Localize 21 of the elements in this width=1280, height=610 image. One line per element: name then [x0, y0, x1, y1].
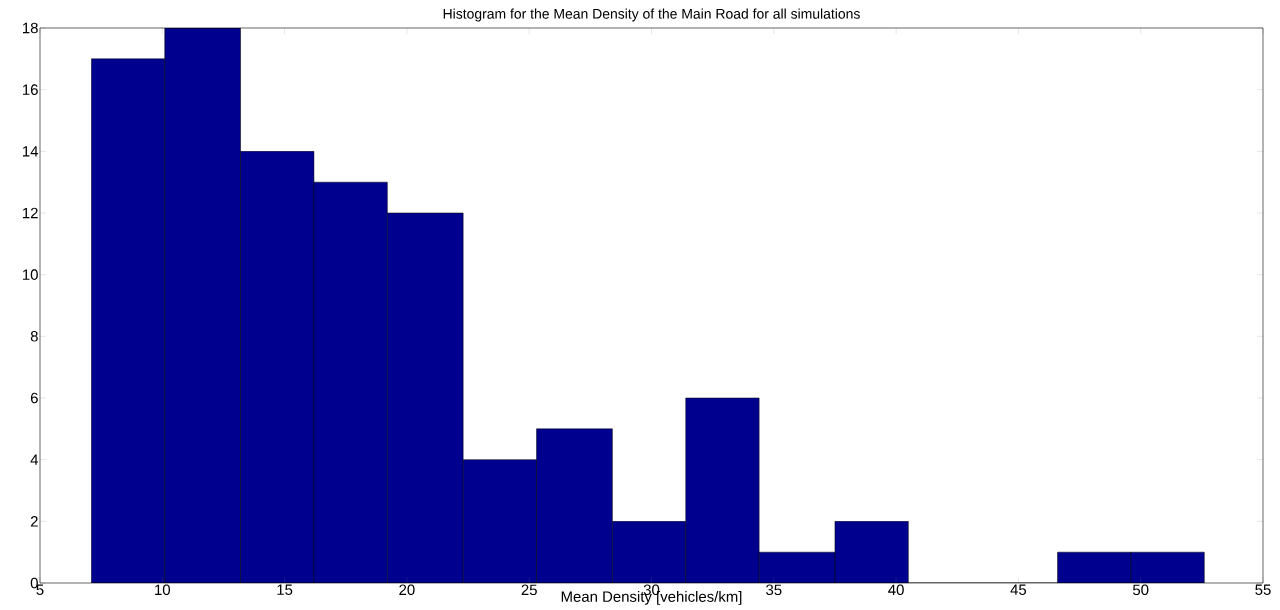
y-tick-label: 18 — [23, 22, 38, 34]
y-tick-label: 6 — [30, 392, 38, 404]
x-tick-label: 5 — [36, 584, 44, 595]
y-tick-label: 2 — [30, 516, 38, 527]
x-tick-label: 40 — [888, 584, 904, 596]
y-tick-label: 0 — [30, 577, 38, 589]
x-tick-label: 55 — [1255, 584, 1271, 595]
x-tick-label: 15 — [277, 584, 293, 595]
y-tick-label: 8 — [30, 331, 38, 342]
y-tick-label: 16 — [23, 84, 38, 95]
x-tick-label: 50 — [1132, 584, 1149, 596]
chart-title: Histogram for the Mean Density of the Main Road for all simulations — [443, 8, 860, 22]
x-tick-label: 10 — [155, 584, 171, 596]
y-tick-label: 12 — [23, 207, 38, 219]
x-tick-label: 45 — [1010, 584, 1027, 595]
x-tick-label: 25 — [521, 584, 537, 596]
y-tick-label: 4 — [30, 454, 39, 465]
y-tick-label: 14 — [23, 146, 39, 157]
y-tick-label: 10 — [23, 269, 38, 280]
x-tick-label: 20 — [399, 584, 415, 596]
x-tick-label: 35 — [766, 584, 782, 596]
